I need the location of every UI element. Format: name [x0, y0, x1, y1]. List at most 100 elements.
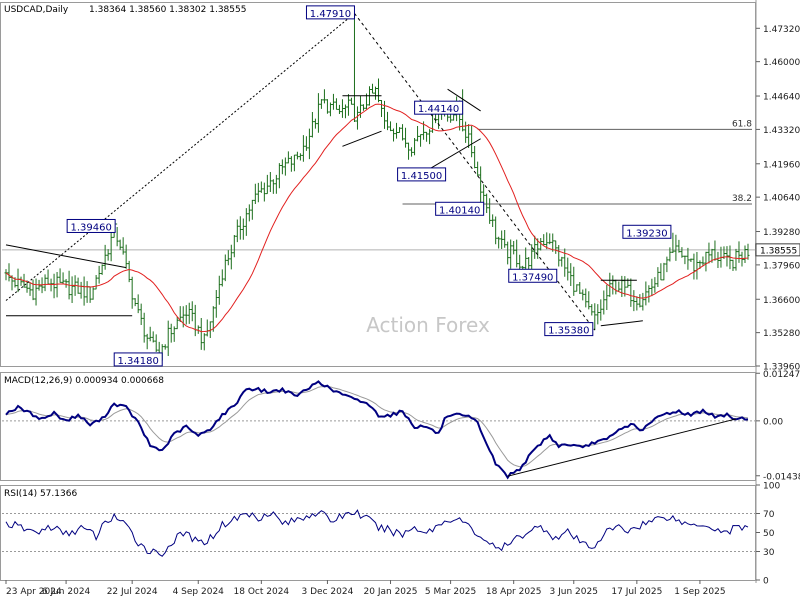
price-bar: [644, 281, 648, 306]
price-bar: [127, 260, 131, 283]
price-bar: [163, 344, 167, 350]
price-bar: [16, 268, 20, 293]
price-bar: [395, 122, 399, 139]
price-bar: [731, 259, 735, 272]
price-bar: [491, 214, 495, 228]
price-bar: [97, 265, 101, 284]
price-label-text: 1.44140: [418, 104, 459, 115]
price-y-tick-label: 1.40640: [763, 194, 800, 204]
price-bar: [620, 275, 624, 298]
price-bar: [614, 279, 618, 295]
price-bar: [419, 134, 423, 147]
x-axis-tick-label: 5 Mar 2025: [425, 587, 476, 597]
x-axis-tick-label: 18 Oct 2024: [234, 587, 290, 597]
price-bar: [413, 137, 417, 156]
price-bar: [668, 247, 672, 262]
fib-level-label: 38.2: [732, 194, 752, 204]
x-axis-tick-label: 4 Sep 2024: [173, 587, 225, 597]
price-bar: [61, 272, 65, 285]
price-bar: [542, 234, 546, 246]
x-axis-tick-label: 20 Jan 2025: [364, 587, 418, 597]
price-bar: [548, 233, 552, 245]
price-bar: [226, 250, 230, 266]
price-bar: [220, 269, 224, 287]
price-bar: [410, 147, 414, 157]
price-bar: [229, 244, 233, 270]
price-bar: [539, 238, 543, 251]
price-bar: [244, 208, 248, 236]
price-y-tick-label: 1.37960: [763, 261, 800, 271]
price-bar: [55, 271, 59, 298]
price-label-box: [508, 268, 558, 283]
last-price-tag-text: 1.38555: [760, 246, 797, 256]
price-bar: [142, 312, 146, 343]
price-bar: [148, 326, 152, 342]
x-axis-tick-label: 1 Sep 2025: [674, 587, 725, 597]
price-trendline: [342, 130, 382, 147]
price-bar: [581, 289, 585, 301]
price-bar: [31, 279, 35, 301]
price-bar: [106, 249, 110, 261]
price-label-text: 1.39230: [626, 228, 667, 239]
price-bar: [19, 276, 23, 286]
price-bar: [380, 100, 384, 117]
price-bar: [304, 136, 308, 151]
price-bar: [680, 247, 684, 258]
price-bar: [253, 183, 257, 205]
price-bar: [476, 161, 480, 177]
price-bar: [238, 216, 242, 240]
price-bar: [34, 278, 38, 306]
last-price-tag: [755, 243, 800, 257]
price-bar: [605, 284, 609, 310]
price-bar: [352, 13, 356, 122]
price-bar: [211, 306, 215, 332]
price-y-tick-label: 1.35280: [763, 329, 800, 339]
price-bar: [199, 317, 203, 350]
price-bar: [187, 302, 191, 324]
rsi-line: [5, 509, 749, 557]
price-bar: [265, 174, 269, 195]
price-bar: [566, 257, 570, 281]
price-bar: [575, 284, 579, 292]
x-axis-tick-label: 3 Dec 2024: [302, 587, 354, 597]
price-bar: [346, 94, 350, 116]
price-bar: [154, 334, 158, 352]
price-bar: [94, 275, 98, 290]
price-bar: [560, 256, 564, 267]
price-bar: [572, 266, 576, 296]
price-label-box: [622, 224, 672, 239]
price-bar: [337, 104, 341, 114]
price-bar: [46, 269, 50, 285]
price-bar: [584, 288, 588, 308]
price-bar: [662, 262, 666, 281]
fib-level-label: 61.8: [732, 119, 752, 129]
price-bar: [145, 333, 149, 350]
price-label-text: 1.39460: [70, 222, 111, 233]
price-bar: [734, 248, 738, 271]
price-bar: [28, 282, 32, 296]
price-bar: [259, 181, 263, 193]
price-label-text: 1.34180: [118, 356, 159, 367]
price-bar: [4, 269, 8, 281]
price-bar: [392, 128, 396, 142]
price-bar: [638, 294, 642, 308]
price-bar: [515, 239, 519, 268]
price-bar: [629, 278, 633, 307]
x-axis-tick-label: 23 Apr 2024: [6, 587, 62, 597]
price-bar: [587, 291, 591, 310]
price-bar: [704, 251, 708, 272]
price-bar: [617, 281, 621, 292]
price-bar: [124, 244, 128, 269]
price-bar: [467, 124, 471, 149]
price-bar: [100, 264, 104, 275]
price-bar: [746, 243, 750, 260]
price-label-text: 1.47910: [310, 9, 351, 20]
rsi-y-tick-label: 100: [763, 482, 780, 492]
price-bar: [235, 219, 239, 243]
price-bar: [545, 232, 549, 250]
macd-y-tick-label: -0.014389: [763, 472, 800, 482]
price-y-tick-label: 1.47320: [763, 25, 800, 35]
moving-average-line: [5, 103, 749, 333]
price-trendline: [447, 88, 481, 112]
price-bar: [569, 263, 573, 287]
